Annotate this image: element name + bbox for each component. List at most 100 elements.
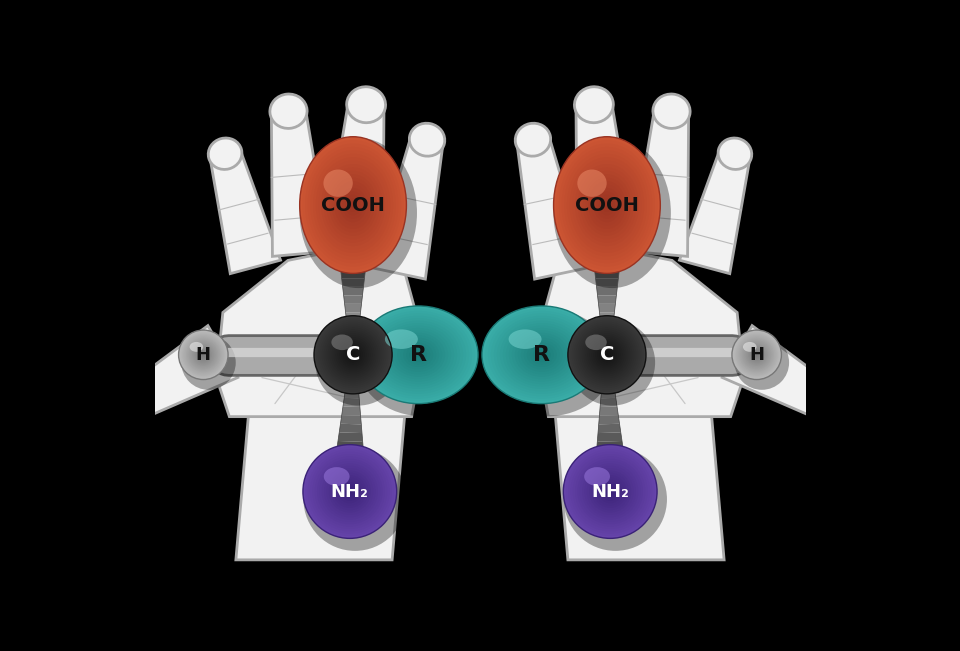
Ellipse shape [578,326,636,384]
Ellipse shape [326,468,373,515]
Ellipse shape [582,329,633,380]
Ellipse shape [564,150,650,260]
Polygon shape [236,410,405,560]
Ellipse shape [606,487,615,496]
Ellipse shape [737,335,777,374]
Ellipse shape [305,447,395,536]
Ellipse shape [305,143,401,266]
Text: COOH: COOH [321,195,385,215]
Ellipse shape [743,341,770,368]
Ellipse shape [307,449,392,534]
Ellipse shape [517,335,565,374]
Polygon shape [595,348,597,362]
Ellipse shape [346,347,361,363]
Ellipse shape [195,346,212,363]
Polygon shape [602,350,605,359]
Ellipse shape [554,137,660,273]
Ellipse shape [603,351,611,359]
Polygon shape [339,424,362,433]
Ellipse shape [734,333,779,377]
Ellipse shape [322,464,378,519]
Polygon shape [594,270,619,279]
Ellipse shape [183,335,223,374]
Ellipse shape [491,313,592,396]
Ellipse shape [308,147,398,263]
Ellipse shape [327,329,378,380]
Polygon shape [516,126,588,279]
Ellipse shape [313,154,393,256]
Polygon shape [600,321,613,329]
Ellipse shape [587,468,634,515]
Ellipse shape [559,143,655,266]
Ellipse shape [494,316,589,394]
Ellipse shape [348,489,352,494]
Ellipse shape [208,138,242,169]
Ellipse shape [586,333,629,376]
Polygon shape [602,372,613,381]
Polygon shape [601,389,615,398]
Polygon shape [342,406,361,416]
Polygon shape [603,363,612,372]
Ellipse shape [325,327,380,382]
Ellipse shape [331,335,353,350]
Ellipse shape [358,306,478,404]
Ellipse shape [203,353,204,356]
Ellipse shape [343,484,357,499]
Ellipse shape [317,459,383,524]
Ellipse shape [199,350,208,360]
Ellipse shape [197,349,209,361]
Ellipse shape [321,164,385,246]
Ellipse shape [739,337,774,372]
Ellipse shape [335,337,371,372]
Ellipse shape [302,140,404,270]
Ellipse shape [388,331,448,379]
Polygon shape [370,344,372,365]
Ellipse shape [310,150,396,260]
Ellipse shape [350,202,356,208]
Polygon shape [347,372,358,381]
Ellipse shape [333,475,366,508]
Ellipse shape [749,348,764,362]
Ellipse shape [748,346,765,363]
Polygon shape [349,346,356,355]
Text: R: R [534,345,550,365]
Ellipse shape [334,181,372,229]
Ellipse shape [371,316,466,394]
Ellipse shape [572,161,641,249]
Ellipse shape [324,467,349,486]
Polygon shape [349,355,356,363]
Ellipse shape [583,174,631,236]
Polygon shape [339,253,368,262]
Polygon shape [604,355,611,363]
Polygon shape [341,270,366,279]
Polygon shape [595,279,618,287]
Ellipse shape [570,452,650,531]
Ellipse shape [756,353,757,356]
Polygon shape [344,296,363,304]
Polygon shape [599,312,614,321]
Ellipse shape [595,343,618,367]
Ellipse shape [562,147,652,263]
Ellipse shape [316,157,391,253]
Ellipse shape [585,465,636,518]
Ellipse shape [361,309,475,401]
Polygon shape [596,441,623,450]
Ellipse shape [348,349,359,361]
Polygon shape [555,410,724,560]
Ellipse shape [605,353,609,357]
Polygon shape [592,253,621,262]
Ellipse shape [574,87,613,122]
Ellipse shape [340,341,367,368]
Ellipse shape [181,335,236,390]
Ellipse shape [582,464,638,519]
Ellipse shape [333,335,372,374]
Ellipse shape [193,345,213,365]
Ellipse shape [340,188,367,222]
Ellipse shape [744,342,769,367]
Ellipse shape [373,318,463,391]
Ellipse shape [580,327,635,382]
Polygon shape [124,326,238,419]
Ellipse shape [808,383,846,424]
Ellipse shape [732,330,781,380]
Ellipse shape [601,482,619,501]
